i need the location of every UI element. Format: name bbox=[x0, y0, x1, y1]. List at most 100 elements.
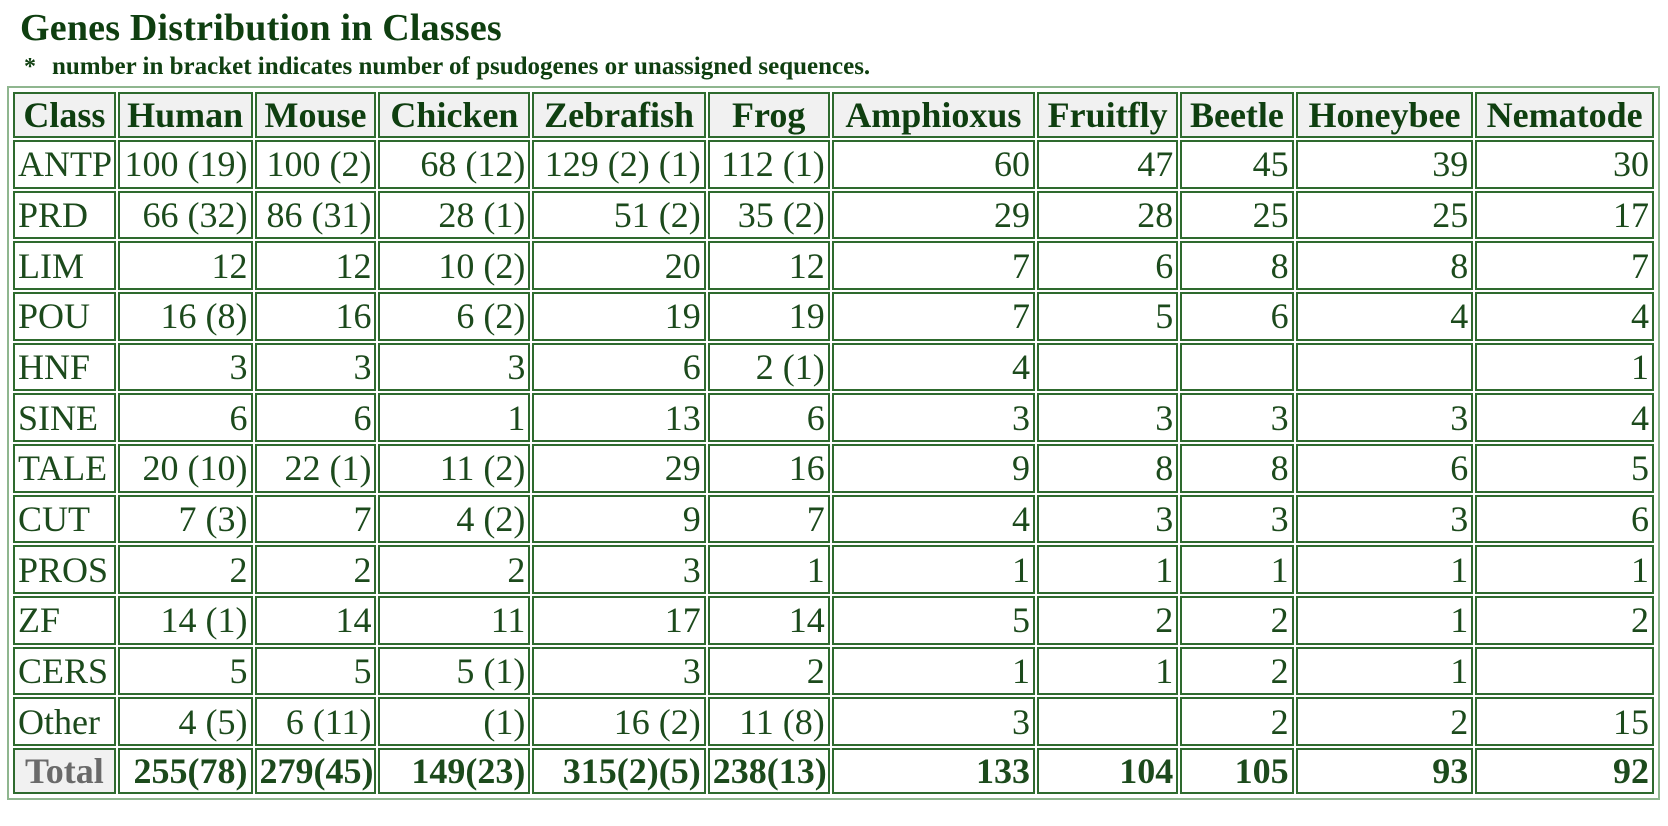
count-cell: 1 bbox=[1475, 342, 1654, 392]
count-cell: 19 bbox=[532, 291, 706, 341]
table-row: HNF 3 3 3 6 2 (1) 4 1 bbox=[13, 342, 1654, 392]
count-cell: 1 bbox=[1036, 545, 1179, 594]
count-cell: 29 bbox=[831, 190, 1035, 240]
count-cell: 20 (10) bbox=[117, 443, 253, 493]
class-name-cell: TALE bbox=[13, 443, 116, 493]
count-cell: 1 bbox=[707, 545, 830, 594]
column-header-honeybee: Honeybee bbox=[1295, 92, 1474, 138]
count-cell: 2 bbox=[1475, 595, 1654, 645]
count-cell: 51 (2) bbox=[532, 190, 706, 240]
count-cell: 6 bbox=[1180, 291, 1294, 341]
count-cell: 100 (2) bbox=[254, 140, 377, 189]
total-cell: 149(23) bbox=[378, 748, 531, 794]
total-cell: 238(13) bbox=[707, 748, 830, 794]
table-row: Other 4 (5) 6 (11) (1) 16 (2) 11 (8) 3 2 2 15 bbox=[13, 697, 1654, 746]
count-cell: 1 bbox=[378, 393, 531, 442]
count-cell: 1 bbox=[1180, 545, 1294, 594]
total-cell: 104 bbox=[1036, 748, 1179, 794]
count-cell: 16 bbox=[254, 291, 377, 341]
count-cell: 5 bbox=[117, 646, 253, 696]
count-cell: 11 bbox=[378, 595, 531, 645]
count-cell: 8 bbox=[1180, 241, 1294, 290]
count-cell: 12 bbox=[707, 241, 830, 290]
count-cell: 2 (1) bbox=[707, 342, 830, 392]
table-row: CERS 5 5 5 (1) 3 2 1 1 2 1 bbox=[13, 646, 1654, 696]
count-cell: 68 (12) bbox=[378, 140, 531, 189]
count-cell: 2 bbox=[378, 545, 531, 594]
count-cell: 11 (8) bbox=[707, 697, 830, 746]
count-cell: 2 bbox=[1180, 646, 1294, 696]
count-cell: 19 bbox=[707, 291, 830, 341]
count-cell: 6 bbox=[532, 342, 706, 392]
count-cell: 1 bbox=[1475, 545, 1654, 594]
count-cell: 5 bbox=[831, 595, 1035, 645]
table-row: LIM 12 12 10 (2) 20 12 7 6 8 8 7 bbox=[13, 241, 1654, 290]
count-cell: 10 (2) bbox=[378, 241, 531, 290]
count-cell: 25 bbox=[1180, 190, 1294, 240]
table-row: CUT 7 (3) 7 4 (2) 9 7 4 3 3 3 6 bbox=[13, 494, 1654, 544]
count-cell: 15 bbox=[1475, 697, 1654, 746]
total-cell: 279(45) bbox=[254, 748, 377, 794]
footnote: * number in bracket indicates number of p… bbox=[24, 52, 870, 82]
count-cell: 12 bbox=[254, 241, 377, 290]
table-row: POU 16 (8) 16 6 (2) 19 19 7 5 6 4 4 bbox=[13, 291, 1654, 341]
count-cell: 129 (2) (1) bbox=[532, 140, 706, 189]
total-cell: 105 bbox=[1180, 748, 1294, 794]
count-cell: 8 bbox=[1180, 443, 1294, 493]
count-cell: 8 bbox=[1295, 241, 1474, 290]
count-cell: 28 (1) bbox=[378, 190, 531, 240]
column-header-nematode: Nematode bbox=[1475, 92, 1654, 138]
count-cell: 7 bbox=[254, 494, 377, 544]
count-cell: 1 bbox=[1036, 646, 1179, 696]
count-cell: 7 bbox=[831, 291, 1035, 341]
table-frame: Class Human Mouse Chicken Zebrafish Frog… bbox=[7, 86, 1660, 800]
count-cell: 3 bbox=[378, 342, 531, 392]
count-cell: 16 bbox=[707, 443, 830, 493]
asterisk-marker: * bbox=[24, 54, 36, 80]
count-cell: 3 bbox=[1036, 393, 1179, 442]
count-cell: 8 bbox=[1036, 443, 1179, 493]
count-cell: 25 bbox=[1295, 190, 1474, 240]
class-name-cell: PROS bbox=[13, 545, 116, 594]
count-cell: 35 (2) bbox=[707, 190, 830, 240]
count-cell: 6 bbox=[1295, 443, 1474, 493]
class-name-cell: CERS bbox=[13, 646, 116, 696]
count-cell: 17 bbox=[532, 595, 706, 645]
count-cell: 3 bbox=[1180, 393, 1294, 442]
count-cell: 5 bbox=[1036, 291, 1179, 341]
count-cell: 100 (19) bbox=[117, 140, 253, 189]
column-header-zebrafish: Zebrafish bbox=[532, 92, 706, 138]
count-cell: 7 bbox=[831, 241, 1035, 290]
count-cell: 60 bbox=[831, 140, 1035, 189]
count-cell: 2 bbox=[1180, 595, 1294, 645]
count-cell: 4 bbox=[1295, 291, 1474, 341]
count-cell: 22 (1) bbox=[254, 443, 377, 493]
count-cell: 16 (2) bbox=[532, 697, 706, 746]
count-cell: 4 bbox=[831, 494, 1035, 544]
count-cell: 2 bbox=[254, 545, 377, 594]
count-cell: 11 (2) bbox=[378, 443, 531, 493]
table-row: PRD 66 (32) 86 (31) 28 (1) 51 (2) 35 (2) 29 28 2… bbox=[13, 190, 1654, 240]
header-row: Class Human Mouse Chicken Zebrafish Frog… bbox=[13, 92, 1654, 138]
page-title: Genes Distribution in Classes bbox=[20, 7, 502, 49]
count-cell: 12 bbox=[117, 241, 253, 290]
count-cell: 3 bbox=[1036, 494, 1179, 544]
count-cell: 7 (3) bbox=[117, 494, 253, 544]
count-cell: 47 bbox=[1036, 140, 1179, 189]
footnote-text: number in bracket indicates number of ps… bbox=[52, 53, 871, 80]
count-cell bbox=[1180, 342, 1294, 392]
count-cell: 14 bbox=[707, 595, 830, 645]
count-cell: 6 (2) bbox=[378, 291, 531, 341]
table-row: SINE 6 6 1 13 6 3 3 3 3 4 bbox=[13, 393, 1654, 442]
table-body: ANTP 100 (19) 100 (2) 68 (12) 129 (2) (1) 112… bbox=[13, 140, 1654, 746]
count-cell: 6 bbox=[1036, 241, 1179, 290]
total-cell: 315(2)(5) bbox=[532, 748, 706, 794]
count-cell: 2 bbox=[707, 646, 830, 696]
count-cell: 3 bbox=[1180, 494, 1294, 544]
count-cell: 3 bbox=[1295, 494, 1474, 544]
class-name-cell: ANTP bbox=[13, 140, 116, 189]
count-cell: 28 bbox=[1036, 190, 1179, 240]
table-row: TALE 20 (10) 22 (1) 11 (2) 29 16 9 8 8 6 5 bbox=[13, 443, 1654, 493]
count-cell: 6 bbox=[254, 393, 377, 442]
